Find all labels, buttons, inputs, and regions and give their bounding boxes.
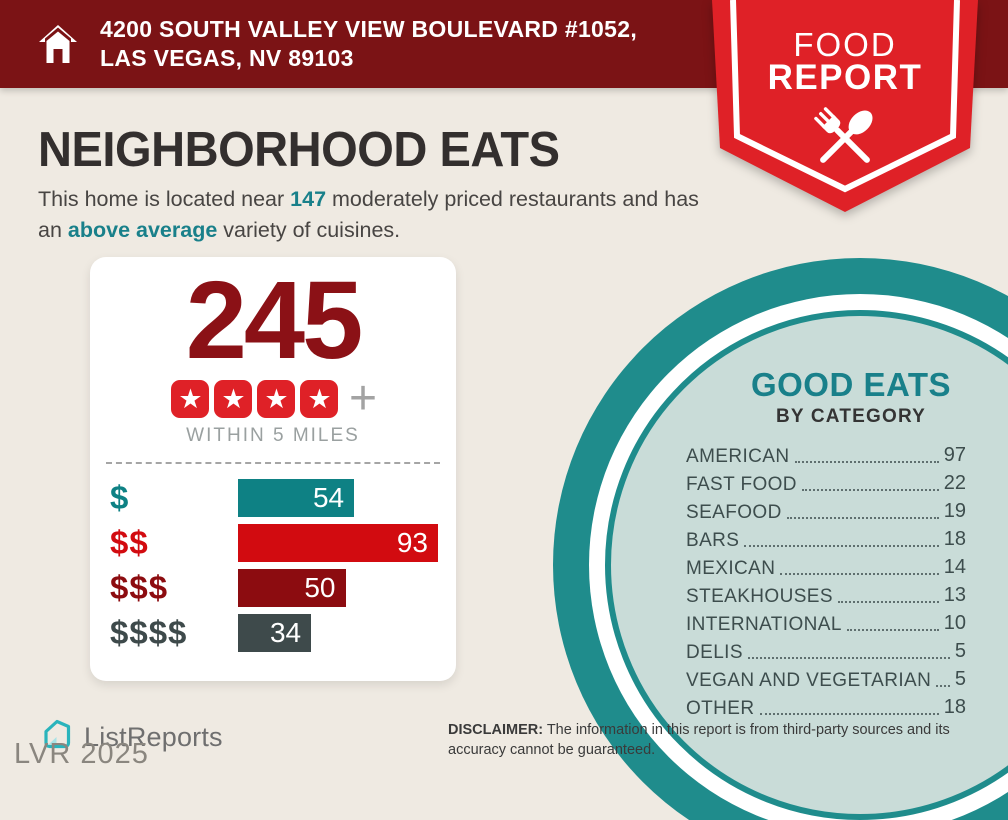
property-address: 4200 SOUTH VALLEY VIEW BOULEVARD #1052, … <box>100 16 638 71</box>
price-bar: 93 <box>238 523 438 562</box>
star-icon: ★ <box>214 379 253 418</box>
category-value: 18 <box>943 528 966 550</box>
category-value: 18 <box>943 696 966 718</box>
listreports-logo-icon <box>38 716 76 759</box>
price-bar: 54 <box>238 478 355 517</box>
bar-track: 93 <box>238 523 438 562</box>
category-value: 5 <box>954 640 966 662</box>
dotted-leader <box>744 545 939 547</box>
list-item: SEAFOOD 19 <box>686 496 966 524</box>
bar-track: 50 <box>238 568 438 607</box>
category-value: 19 <box>943 500 966 522</box>
badge-line1: FOOD <box>793 26 897 63</box>
category-value: 13 <box>943 584 966 606</box>
dotted-leader <box>780 573 939 575</box>
price-tier-label: $$$$ <box>110 613 188 651</box>
radius-label: WITHIN 5 MILES <box>186 424 360 446</box>
star-icon: ★ <box>300 379 339 418</box>
category-name: OTHER <box>686 698 755 719</box>
category-name: AMERICAN <box>686 446 790 467</box>
category-name: STEAKHOUSES <box>686 586 833 607</box>
dotted-leader <box>801 489 939 491</box>
bar-track: 54 <box>238 478 438 517</box>
list-item: BARS 18 <box>686 524 966 552</box>
category-name: MEXICAN <box>686 558 776 579</box>
good-eats-header: GOOD EATS BY CATEGORY <box>611 366 1008 428</box>
star-rating: ★ ★ ★ ★ + <box>90 371 456 425</box>
page-subtitle: This home is located near 147 moderately… <box>38 184 718 245</box>
price-tier-label: $ <box>110 478 130 516</box>
dashed-divider <box>106 461 440 464</box>
category-value: 14 <box>943 556 966 578</box>
list-item: INTERNATIONAL 10 <box>686 608 966 636</box>
subtitle-text: moderately priced restaurants and has an <box>38 187 699 242</box>
listreports-logo: ListReports <box>38 716 223 759</box>
price-row: $$$ 50 <box>110 568 438 607</box>
category-value: 22 <box>943 472 966 494</box>
category-name: DELIS <box>686 642 743 663</box>
category-name: VEGAN AND VEGETARIAN <box>686 670 932 691</box>
category-name: BARS <box>686 530 740 551</box>
price-bar: 34 <box>238 613 312 652</box>
restaurant-total: 245 <box>185 259 364 382</box>
category-value: 97 <box>943 444 966 466</box>
list-item: VEGAN AND VEGETARIAN 5 <box>686 664 966 692</box>
home-icon <box>36 22 80 66</box>
stats-card: 245 ★ ★ ★ ★ + WITHIN 5 MILES $ 54 $$ 93 $$$ … <box>90 257 456 681</box>
good-eats-circle: GOOD EATS BY CATEGORY AMERICAN 97 FAST FO… <box>605 310 1008 820</box>
price-row: $ 54 <box>110 478 438 517</box>
price-tier-label: $$$ <box>110 568 169 606</box>
dotted-leader <box>759 713 939 715</box>
category-value: 5 <box>954 668 966 690</box>
category-name: INTERNATIONAL <box>686 614 842 635</box>
dotted-leader <box>837 601 939 603</box>
dotted-leader <box>747 657 950 659</box>
category-value: 10 <box>943 612 966 634</box>
watermark: LVR 2025 <box>14 738 149 770</box>
category-list: AMERICAN 97 FAST FOOD 22 SEAFOOD 19 BARS 18 … <box>686 440 966 720</box>
restaurant-count-highlight: 147 <box>290 187 327 211</box>
dotted-leader <box>794 461 939 463</box>
list-item: OTHER 18 <box>686 692 966 720</box>
price-row: $$$$ 34 <box>110 613 438 652</box>
brand-name: ListReports <box>84 722 223 752</box>
good-eats-title: GOOD EATS <box>750 366 952 403</box>
price-bar: 50 <box>238 568 346 607</box>
disclaimer: DISCLAIMER: The information in this repo… <box>448 720 963 760</box>
category-name: SEAFOOD <box>686 502 782 523</box>
dotted-leader <box>936 685 950 687</box>
food-report-badge: FOOD REPORT <box>704 0 986 216</box>
price-tier-label: $$ <box>110 523 149 561</box>
star-icon: ★ <box>257 379 296 418</box>
badge-line2: REPORT <box>767 58 923 97</box>
disclaimer-text: The information in this report is from t… <box>448 722 950 758</box>
price-row: $$ 93 <box>110 523 438 562</box>
disclaimer-label: DISCLAIMER: <box>448 722 544 738</box>
list-item: AMERICAN 97 <box>686 440 966 468</box>
list-item: MEXICAN 14 <box>686 552 966 580</box>
good-eats-subtitle: BY CATEGORY <box>775 406 927 427</box>
category-name: FAST FOOD <box>686 474 797 495</box>
bar-track: 34 <box>238 613 438 652</box>
subtitle-text: variety of cuisines. <box>217 217 401 242</box>
list-item: STEAKHOUSES 13 <box>686 580 966 608</box>
page-title: NEIGHBORHOOD EATS <box>38 123 560 177</box>
plus-icon: + <box>348 371 378 425</box>
dotted-leader <box>786 517 939 519</box>
list-item: DELIS 5 <box>686 636 966 664</box>
list-item: FAST FOOD 22 <box>686 468 966 496</box>
utensils-icon <box>814 107 873 163</box>
above-average-highlight: above average <box>67 217 218 242</box>
star-icon: ★ <box>171 379 210 418</box>
price-bar-chart: $ 54 $$ 93 $$$ 50 $$$$ 34 <box>90 464 456 652</box>
subtitle-text: This home is located near <box>38 187 291 211</box>
dotted-leader <box>846 629 939 631</box>
